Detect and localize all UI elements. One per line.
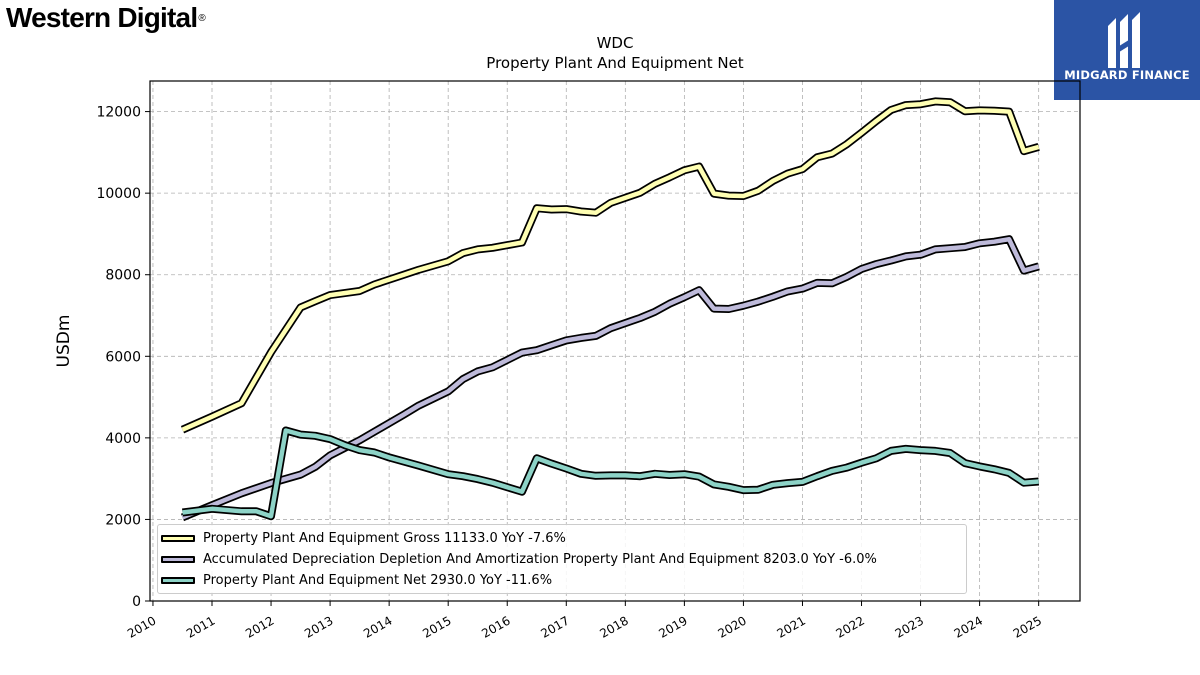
x-axis: 2010 2011 2012 2013 2014 2015 2016 2017 2018 2019… (125, 601, 1044, 641)
y-tick-label: 0 (132, 594, 141, 610)
company-name: Western Digital (6, 2, 198, 33)
x-tick-label: 2023 (893, 613, 926, 640)
legend-swatch-gross (161, 535, 195, 542)
x-tick-label: 2016 (479, 613, 512, 640)
x-tick-label: 2013 (302, 613, 335, 640)
midgard-finance-badge: MIDGARD FINANCE (1054, 0, 1200, 100)
x-tick-label: 2020 (715, 613, 748, 640)
x-tick-label: 2017 (538, 613, 571, 640)
legend-entry-accumulated-depreciation: Accumulated Depreciation Depletion And A… (158, 549, 966, 570)
x-tick-label: 2011 (184, 613, 217, 640)
y-tick-label: 10000 (96, 186, 141, 202)
y-tick-label: 2000 (105, 512, 141, 528)
series-outline (180, 97, 1040, 434)
y-tick-label: 4000 (105, 431, 141, 447)
y-tick-label: 8000 (105, 268, 141, 284)
series-line (181, 99, 1040, 432)
legend-entry-net: Property Plant And Equipment Net 2930.0 … (158, 570, 966, 591)
y-axis: 0 2000 4000 6000 8000 10000 12000 (96, 105, 150, 610)
x-tick-label: 2025 (1011, 613, 1044, 640)
x-tick-label: 2010 (125, 613, 158, 640)
legend-swatch-net (161, 577, 195, 584)
badge-label: MIDGARD FINANCE (1064, 68, 1190, 82)
x-tick-label: 2024 (952, 613, 985, 640)
chart-subtitle: Property Plant And Equipment Net (486, 54, 743, 72)
y-axis-label: USDm (54, 315, 74, 368)
trademark-symbol: ® (198, 13, 205, 24)
legend-label-net: Property Plant And Equipment Net 2930.0 … (203, 573, 553, 588)
legend-swatch-accumulated-depreciation (161, 556, 195, 563)
y-tick-label: 12000 (96, 105, 141, 121)
western-digital-logo: Western Digital® (6, 2, 206, 34)
plot-frame (149, 80, 1081, 602)
x-tick-label: 2015 (420, 613, 453, 640)
y-tick-label: 6000 (105, 349, 141, 365)
x-tick-label: 2019 (656, 613, 689, 640)
series-net (182, 426, 1040, 521)
legend-label-gross: Property Plant And Equipment Gross 11133… (203, 531, 566, 546)
series-lines (180, 97, 1040, 522)
x-tick-label: 2014 (361, 613, 394, 640)
legend-entry-gross: Property Plant And Equipment Gross 11133… (158, 528, 966, 549)
series-gross (180, 97, 1040, 434)
grid-lines (150, 81, 1080, 602)
series-line (181, 236, 1040, 520)
legend-label-accumulated-depreciation: Accumulated Depreciation Depletion And A… (203, 552, 877, 567)
chart-legend: Property Plant And Equipment Gross 11133… (157, 524, 967, 594)
x-tick-label: 2018 (597, 613, 630, 640)
series-accumulated-depreciation (180, 235, 1040, 522)
x-tick-label: 2012 (243, 613, 276, 640)
midgard-logo-icon (1108, 12, 1140, 68)
x-tick-label: 2021 (775, 613, 808, 640)
series-line (182, 428, 1039, 519)
x-tick-label: 2022 (834, 613, 867, 640)
chart-title: WDC (597, 34, 634, 52)
